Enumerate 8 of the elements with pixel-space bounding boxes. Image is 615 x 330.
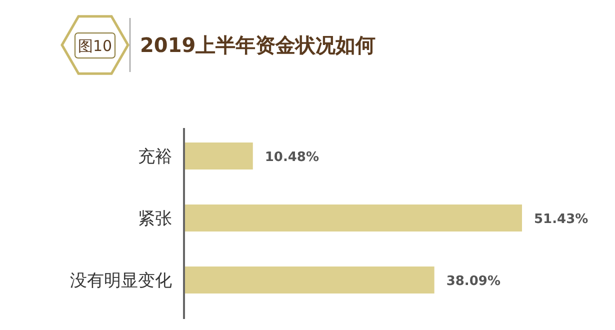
data-label: 10.48%	[264, 150, 320, 165]
y-tick-label: 紧张	[138, 209, 172, 229]
y-tick-label: 充裕	[138, 147, 172, 167]
y-tick-label: 没有明显变化	[70, 271, 172, 291]
caption: 图10	[78, 37, 112, 55]
data-label: 51.43%	[534, 212, 588, 227]
data-label: 38.09%	[446, 274, 500, 289]
chart-title: 2019上半年资金状况如何	[140, 33, 376, 57]
